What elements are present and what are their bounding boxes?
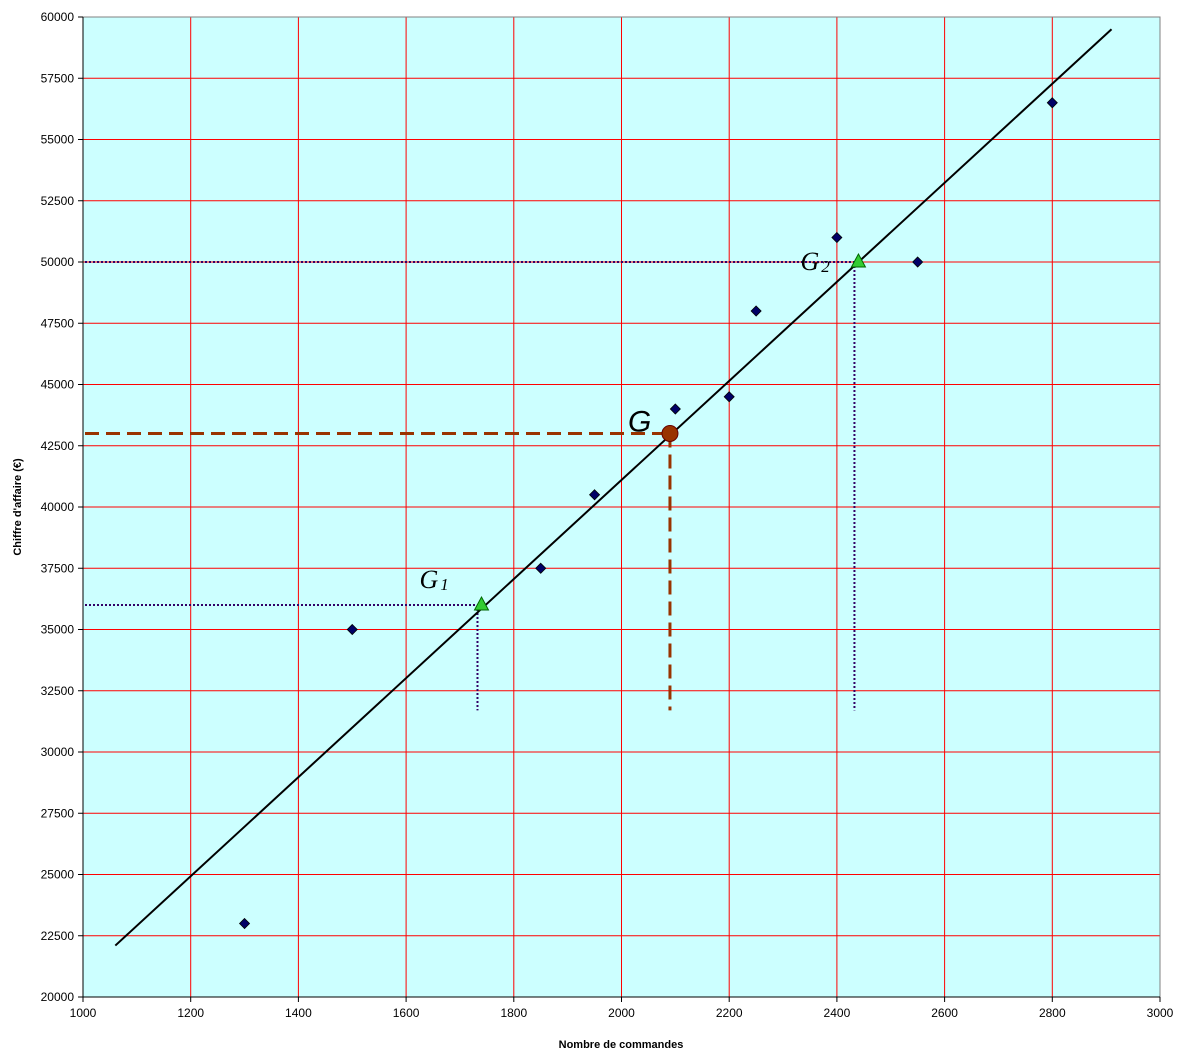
y-tick-label: 32500 (41, 684, 75, 698)
x-tick-label: 1600 (393, 1006, 420, 1020)
y-tick-label: 52500 (41, 194, 75, 208)
x-tick-label: 2200 (716, 1006, 743, 1020)
y-tick-label: 35000 (41, 623, 75, 637)
y-tick-label: 57500 (41, 71, 75, 85)
x-tick-label: 1000 (70, 1006, 97, 1020)
x-tick-label: 1400 (285, 1006, 312, 1020)
data-point (589, 489, 601, 501)
y-tick-labels: 20000 22500 25000 27500 30000 32500 35000 37500… (41, 10, 75, 1004)
x-axis-title: Nombre de commandes (559, 1039, 684, 1051)
data-point (723, 391, 735, 403)
regression-line (114, 28, 1113, 947)
data-point (831, 231, 843, 244)
special-points: GG 1G 2 (419, 247, 867, 611)
g2-subscript: 2 (821, 257, 830, 276)
data-point (750, 305, 762, 317)
y-tick-label: 55000 (41, 133, 75, 147)
y-tick-label: 40000 (41, 500, 75, 514)
g-point (661, 425, 679, 442)
x-tick-label: 3000 (1147, 1006, 1174, 1020)
g2-point (850, 252, 867, 268)
axes (78, 16, 1161, 1002)
y-tick-label: 27500 (41, 806, 75, 820)
x-tick-label: 1800 (500, 1006, 527, 1020)
y-tick-label: 20000 (41, 990, 75, 1004)
g1-point (473, 595, 490, 611)
data-point (535, 562, 547, 574)
x-tick-label: 1200 (177, 1006, 204, 1020)
data-points (238, 97, 1058, 930)
y-tick-label: 60000 (41, 10, 75, 24)
x-tick-label: 2800 (1039, 1006, 1066, 1020)
y-tick-label: 50000 (41, 255, 75, 269)
data-point (669, 403, 681, 415)
g-label: G (628, 406, 651, 439)
y-tick-label: 47500 (41, 316, 75, 330)
y-tick-label: 37500 (41, 561, 75, 575)
x-tick-labels: 1000 1200 1400 1600 1800 2000 2200 2400 2600 2800… (70, 1006, 1174, 1020)
x-tick-label: 2600 (931, 1006, 958, 1020)
y-tick-label: 42500 (41, 439, 75, 453)
y-tick-label: 25000 (41, 868, 75, 882)
trend-line (114, 28, 1113, 947)
data-point (238, 917, 251, 930)
y-axis-title: Chiffre d'affaire (€) (12, 458, 24, 556)
data-point (1046, 97, 1058, 109)
y-tick-label: 45000 (41, 378, 75, 392)
x-tick-label: 2000 (608, 1006, 635, 1020)
x-tick-label: 2400 (824, 1006, 851, 1020)
y-tick-label: 22500 (41, 929, 75, 943)
guide-lines (85, 261, 859, 711)
data-point (346, 623, 358, 636)
data-point (912, 256, 924, 268)
g1-subscript: 1 (440, 575, 449, 594)
y-tick-label: 30000 (41, 745, 75, 759)
